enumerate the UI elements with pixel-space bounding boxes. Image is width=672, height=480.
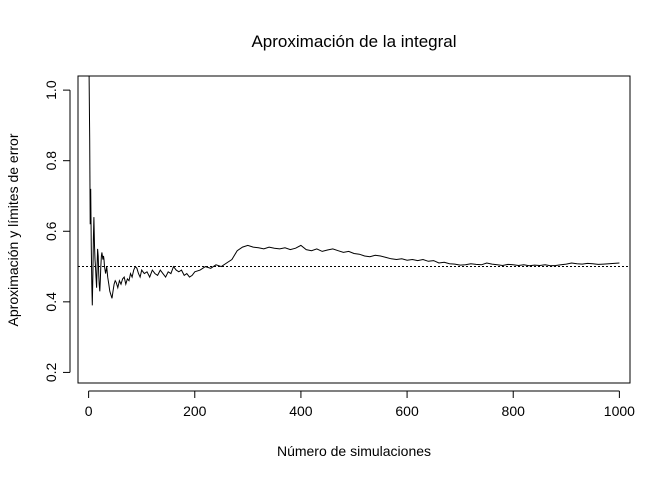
y-axis-label: Aproximación y límites de error — [5, 133, 21, 326]
x-tick-label: 800 — [502, 403, 526, 419]
y-tick-label: 0.4 — [43, 292, 59, 312]
y-tick-label: 0.6 — [43, 221, 59, 241]
y-axis: 0.2 0.4 0.6 0.8 1.0 — [43, 80, 71, 382]
plot-frame — [77, 75, 631, 384]
x-tick-label: 1000 — [604, 403, 635, 419]
x-axis-label: Número de simulaciones — [277, 443, 431, 459]
x-tick-label: 600 — [395, 403, 419, 419]
x-tick-label: 200 — [183, 403, 207, 419]
approximation-line — [88, 75, 620, 306]
y-tick-label: 0.8 — [43, 151, 59, 171]
chart-title: Aproximación de la integral — [251, 32, 456, 51]
x-tick-label: 400 — [289, 403, 313, 419]
x-axis: 0 200 400 600 800 1000 — [85, 390, 635, 419]
y-tick-label: 1.0 — [43, 80, 59, 100]
x-tick-label: 0 — [85, 403, 93, 419]
y-tick-label: 0.2 — [43, 362, 59, 382]
